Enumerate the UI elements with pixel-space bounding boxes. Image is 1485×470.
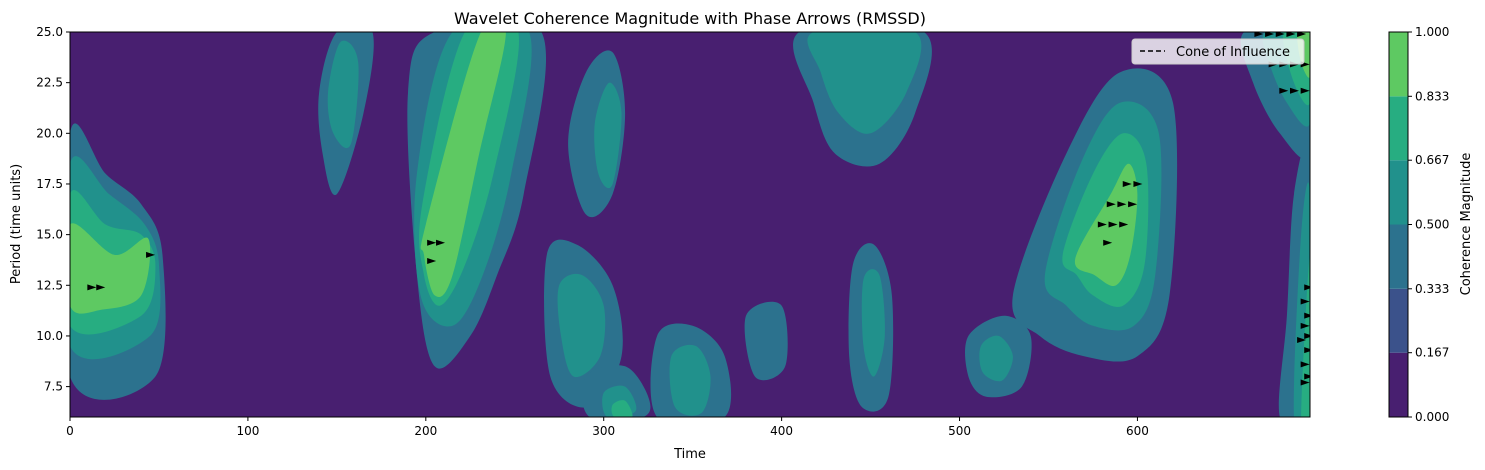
phase-arrow-25	[1289, 87, 1299, 94]
phase-arrow-18	[1286, 32, 1296, 38]
phase-arrow-6	[1122, 180, 1132, 187]
phase-arrow-27	[1304, 284, 1310, 291]
phase-arrow-1	[96, 284, 106, 291]
colorbar-tick-label-5: 0.833	[1415, 89, 1449, 103]
y-tick-label-0: 7.5	[44, 380, 63, 394]
coherence-region-15	[669, 344, 711, 416]
x-tick-label-6: 600	[1126, 424, 1149, 438]
colorbar: 0.000 0.167 0.333 0.500 0.667 0.833 1.000	[1388, 25, 1449, 424]
phase-arrow-12	[1108, 221, 1118, 228]
phase-arrow-16	[1265, 32, 1275, 38]
coherence-region-22	[861, 269, 885, 377]
colorbar-tick-label-6: 1.000	[1415, 25, 1449, 39]
phase-arrow-4	[436, 239, 446, 246]
phase-arrow-0	[87, 284, 97, 291]
y-tick-label-2: 12.5	[36, 278, 63, 292]
coherence-region-9	[327, 40, 359, 149]
plot-area	[69, 31, 1311, 418]
legend: Cone of Influence	[1131, 38, 1305, 65]
chart-title: Wavelet Coherence Magnitude with Phase A…	[454, 9, 926, 28]
colorbar-tick-label-0: 0.000	[1415, 410, 1449, 424]
phase-arrow-14	[1103, 239, 1113, 246]
plot-frame	[69, 31, 1311, 418]
phase-arrow-10	[1128, 201, 1138, 208]
phase-arrow-30	[1300, 322, 1310, 329]
phase-arrow-35	[1304, 373, 1310, 380]
phase-arrow-26	[1300, 87, 1310, 94]
phase-arrow-13	[1119, 221, 1129, 228]
phase-arrow-24	[1279, 87, 1289, 94]
y-tick-label-1: 10.0	[36, 329, 63, 343]
colorbar-label: Coherence Magnitude	[1459, 153, 1474, 296]
x-axis: 0 100 200 300 400 500 600	[66, 417, 1149, 438]
coherence-region-3	[70, 223, 151, 314]
x-tick-label-3: 300	[592, 424, 615, 438]
x-tick-label-0: 0	[66, 424, 74, 438]
colorbar-tick-label-4: 0.667	[1415, 153, 1449, 167]
coherence-region-25	[979, 335, 1013, 382]
x-tick-label-2: 200	[414, 424, 437, 438]
phase-arrow-11	[1097, 221, 1107, 228]
x-tick-label-4: 400	[770, 424, 793, 438]
coherence-region-23	[744, 301, 788, 381]
coherence-region-20	[807, 32, 922, 134]
phase-arrow-5	[427, 257, 437, 264]
colorbar-band-2	[1389, 224, 1408, 289]
y-tick-label-4: 17.5	[36, 177, 63, 191]
phase-arrow-15	[1254, 32, 1264, 38]
colorbar-band-5	[1389, 32, 1408, 97]
coherence-region-11	[594, 82, 622, 189]
phase-arrow-33	[1304, 347, 1310, 354]
phase-arrow-8	[1106, 201, 1116, 208]
colorbar-tick-label-3: 0.500	[1415, 218, 1449, 232]
phase-arrow-28	[1300, 298, 1310, 305]
colorbar-band-0	[1389, 352, 1408, 417]
coherence-region-18	[611, 400, 633, 417]
phase-arrow-3	[427, 239, 437, 246]
x-tick-label-5: 500	[948, 424, 971, 438]
phase-arrow-29	[1304, 312, 1310, 319]
y-tick-label-7: 25.0	[36, 25, 63, 39]
phase-arrow-34	[1300, 361, 1310, 368]
colorbar-band-4	[1389, 96, 1408, 161]
y-axis: 7.5 10.0 12.5 15.0 17.5 20.0 22.5 25.0	[36, 25, 70, 394]
phase-arrow-7	[1133, 180, 1143, 187]
colorbar-band-3	[1389, 160, 1408, 225]
coherence-contours	[70, 32, 1310, 417]
phase-arrow-2	[146, 251, 156, 258]
y-tick-label-5: 20.0	[36, 126, 63, 140]
legend-label-cone-of-influence: Cone of Influence	[1176, 45, 1290, 60]
legend-box	[1131, 38, 1305, 65]
phase-arrow-17	[1275, 32, 1285, 38]
x-axis-label: Time	[673, 447, 706, 462]
colorbar-tick-label-1: 0.167	[1415, 346, 1449, 360]
x-tick-label-1: 100	[236, 424, 259, 438]
phase-arrows	[87, 32, 1310, 386]
coherence-region-29	[1074, 163, 1138, 287]
colorbar-band-1	[1389, 288, 1408, 353]
colorbar-tick-label-2: 0.333	[1415, 282, 1449, 296]
coherence-region-13	[557, 273, 606, 378]
y-tick-label-6: 22.5	[36, 76, 63, 90]
phase-arrow-9	[1117, 201, 1127, 208]
phase-arrow-19	[1297, 32, 1307, 38]
phase-arrow-32	[1297, 337, 1307, 343]
coherence-region-7	[420, 32, 506, 297]
y-axis-label: Period (time units)	[9, 164, 24, 284]
phase-arrow-31	[1304, 332, 1310, 339]
phase-arrow-36	[1300, 379, 1310, 386]
y-tick-label-3: 15.0	[36, 228, 63, 242]
